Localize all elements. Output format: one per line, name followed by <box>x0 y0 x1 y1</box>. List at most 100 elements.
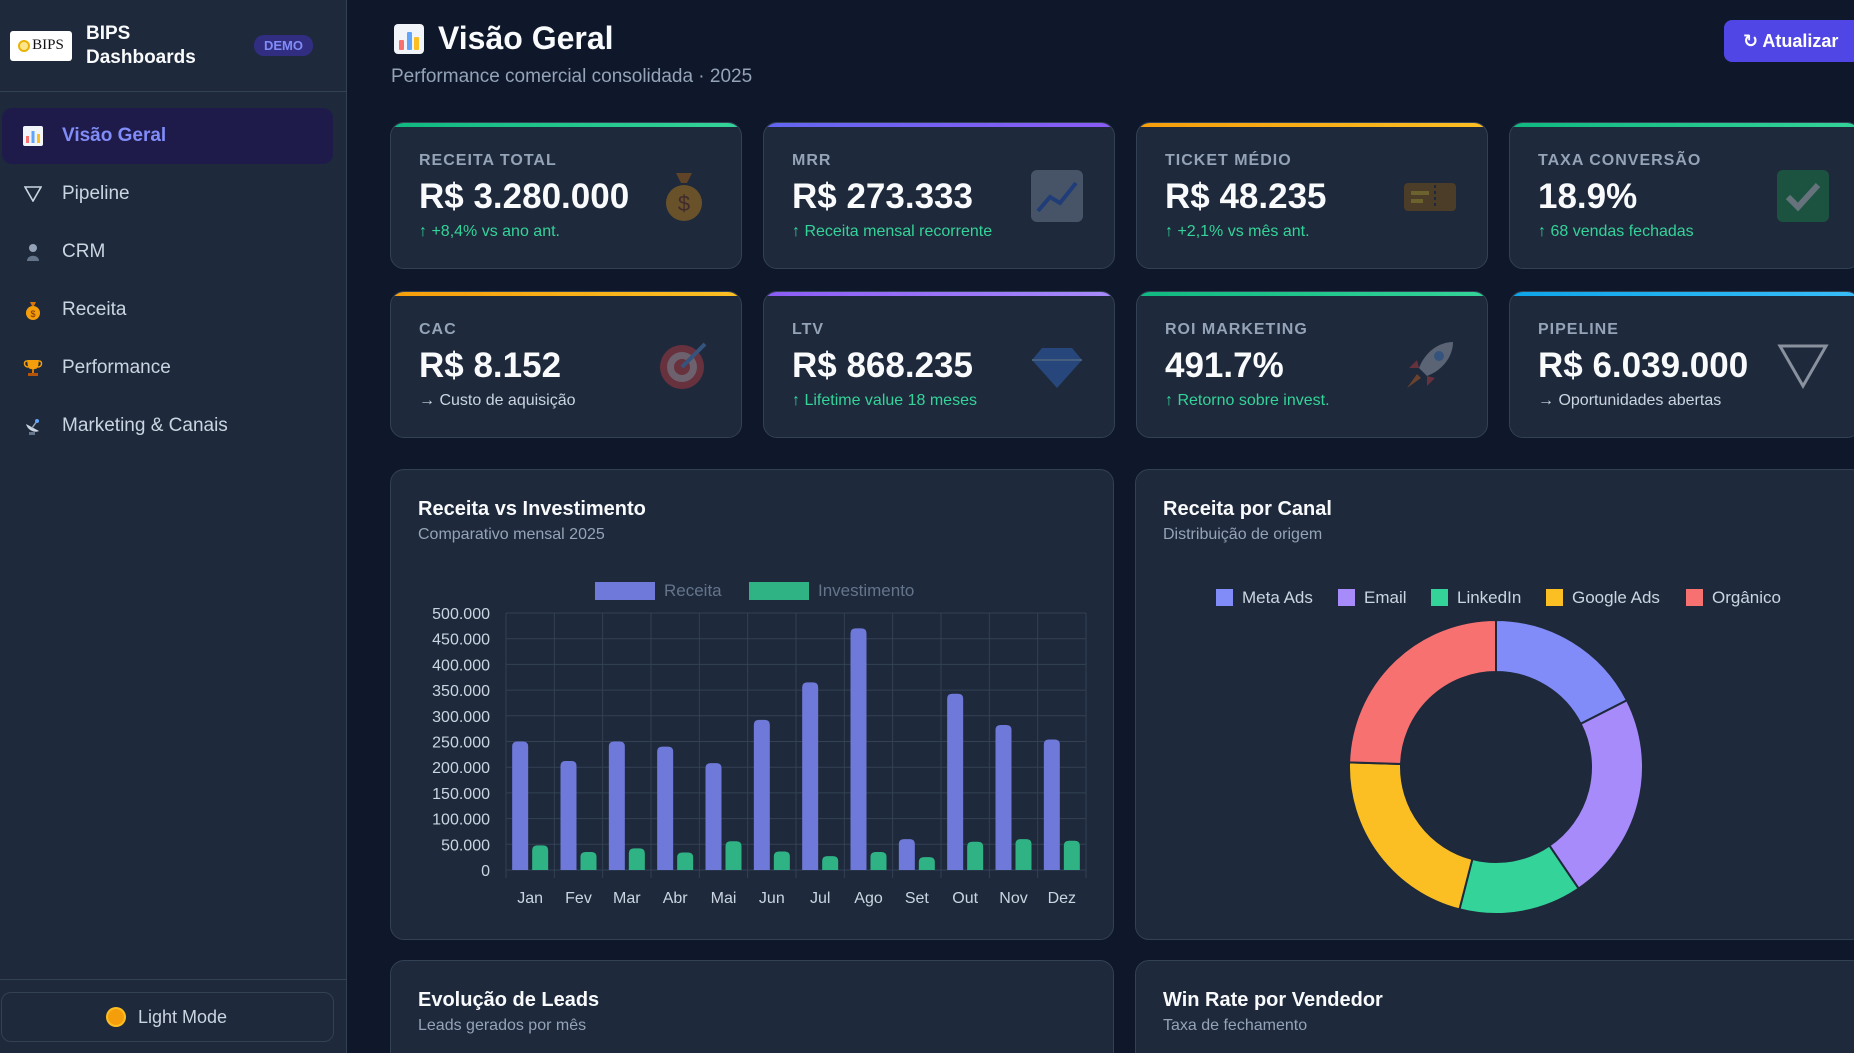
logo-text: BIPS <box>32 37 64 53</box>
kpi-card-roi-marketing[interactable]: ROI MARKETING 491.7% ↑ Retorno sobre inv… <box>1136 291 1488 438</box>
kpi-card-cac[interactable]: CAC R$ 8.152 → Custo de aquisição <box>390 291 742 438</box>
sidebar-item-label: Performance <box>62 357 171 378</box>
bar-receita <box>802 682 819 870</box>
legend-swatch <box>1431 589 1448 606</box>
legend-label: Receita <box>664 581 722 600</box>
revenue-bar-chart[interactable]: 0 50.000 100.000 150.000 200.000 250.000 300.0… <box>391 470 1114 940</box>
revenue-by-channel-panel: Receita por Canal Distribuição de origem… <box>1135 469 1854 940</box>
refresh-button[interactable]: ↻ Atualizar <box>1724 20 1854 62</box>
panel-subtitle: Distribuição de origem <box>1163 526 1323 543</box>
kpi-value: R$ 868.235 <box>792 346 973 385</box>
kpi-accent-bar <box>391 123 741 127</box>
kpi-delta: ↑ +8,4% vs ano ant. <box>419 223 560 240</box>
kpi-card-pipeline[interactable]: PIPELINE R$ 6.039.000 → Oportunidades ab… <box>1509 291 1854 438</box>
sidebar-item-pipeline[interactable]: Pipeline <box>2 166 333 222</box>
kpi-card-mrr[interactable]: MRR R$ 273.333 ↑ Receita mensal recorren… <box>763 122 1115 269</box>
kpi-accent-bar <box>1137 292 1487 296</box>
bar-receita <box>560 761 577 870</box>
bar-receita <box>753 719 770 870</box>
brand-header: BIPS BIPS Dashboards DEMO <box>0 0 346 92</box>
bar-investimento <box>822 856 839 870</box>
money-bag-icon: $ <box>20 298 46 322</box>
y-tick-label: 450.000 <box>432 632 490 649</box>
panel-title: Win Rate por Vendedor <box>1163 989 1383 1011</box>
y-tick-label: 150.000 <box>432 786 490 803</box>
sidebar-item-crm[interactable]: CRM <box>2 224 333 280</box>
kpi-card-taxa-conversao[interactable]: TAXA CONVERSÃO 18.9% ↑ 68 vendas fechada… <box>1509 122 1854 269</box>
bar-investimento <box>1063 840 1080 870</box>
kpi-value: 18.9% <box>1538 177 1638 216</box>
legend-swatch <box>1338 589 1355 606</box>
bar-investimento <box>725 841 742 870</box>
bar-receita <box>1043 739 1060 870</box>
bar-investimento <box>628 848 645 870</box>
kpi-label: TAXA CONVERSÃO <box>1538 152 1702 169</box>
kpi-accent-bar <box>764 292 1114 296</box>
kpi-card-receita-total[interactable]: RECEITA TOTAL R$ 3.280.000 ↑ +8,4% vs an… <box>390 122 742 269</box>
sidebar-item-label: Pipeline <box>62 183 130 204</box>
bar-chart-icon <box>20 124 46 148</box>
kpi-accent-bar <box>391 292 741 296</box>
y-tick-label: 500.000 <box>432 606 490 623</box>
legend-label: Investimento <box>818 581 914 600</box>
kpi-value: R$ 3.280.000 <box>419 177 630 216</box>
svg-text:$: $ <box>678 191 690 216</box>
bar-investimento <box>580 852 597 870</box>
light-mode-button[interactable]: Light Mode <box>1 992 334 1042</box>
y-tick-label: 350.000 <box>432 683 490 700</box>
sidebar-item-marketing-canais[interactable]: Marketing & Canais <box>2 398 333 454</box>
channel-donut-chart[interactable]: Meta Ads Email LinkedIn Google Ads Orgânico <box>1136 470 1854 940</box>
x-tick-label: Jul <box>810 890 830 907</box>
y-tick-label: 50.000 <box>441 837 490 854</box>
bar-investimento <box>773 851 790 870</box>
kpi-value: R$ 6.039.000 <box>1538 346 1749 385</box>
kpi-value: 491.7% <box>1165 346 1284 385</box>
kpi-card-ticket-medio[interactable]: TICKET MÉDIO R$ 48.235 ↑ +2,1% vs mês an… <box>1136 122 1488 269</box>
donut-slice <box>1495 618 1629 726</box>
kpi-delta: ↑ 68 vendas fechadas <box>1538 223 1694 240</box>
theme-toggle-area: Light Mode <box>0 979 347 1053</box>
sidebar-item-visao-geral[interactable]: Visão Geral <box>2 108 333 164</box>
sidebar-item-label: Receita <box>62 299 127 320</box>
person-icon <box>20 240 46 264</box>
bar-receita <box>705 763 722 870</box>
money-bag-icon: $ <box>666 173 702 221</box>
panel-subtitle: Comparativo mensal 2025 <box>418 526 605 543</box>
win-rate-panel: Win Rate por Vendedor Taxa de fechamento <box>1135 960 1854 1053</box>
kpi-accent-bar <box>1137 123 1487 127</box>
kpi-label: PIPELINE <box>1538 321 1619 338</box>
page-subtitle: Performance comercial consolidada · 2025 <box>391 66 753 87</box>
leads-evolution-panel: Evolução de Leads Leads gerados por mês <box>390 960 1114 1053</box>
bar-investimento <box>677 852 694 870</box>
legend-swatch <box>1216 589 1233 606</box>
kpi-label: RECEITA TOTAL <box>419 152 557 169</box>
brand-logo[interactable]: BIPS <box>10 30 72 61</box>
bar-receita <box>850 628 867 870</box>
ticket-icon <box>1404 183 1456 211</box>
page-title-text: Visão Geral <box>438 20 614 56</box>
satellite-icon <box>20 414 46 438</box>
y-tick-label: 100.000 <box>432 812 490 829</box>
sun-icon <box>107 1009 124 1025</box>
y-tick-label: 250.000 <box>432 735 490 752</box>
demo-badge: DEMO <box>254 35 313 56</box>
donut-slice <box>1348 618 1497 766</box>
legend-swatch <box>595 582 655 600</box>
funnel-icon <box>1777 344 1829 390</box>
kpi-delta: ↑ Lifetime value 18 meses <box>792 392 977 409</box>
y-tick-label: 0 <box>481 863 490 880</box>
bar-receita <box>657 746 674 870</box>
chart-up-icon <box>1031 170 1083 222</box>
x-tick-label: Ago <box>854 890 883 907</box>
check-icon <box>1777 170 1829 222</box>
x-tick-label: Dez <box>1048 890 1076 907</box>
kpi-card-ltv[interactable]: LTV R$ 868.235 ↑ Lifetime value 18 meses <box>763 291 1115 438</box>
x-tick-label: Jan <box>517 890 543 907</box>
sidebar-item-receita[interactable]: $ Receita <box>2 282 333 338</box>
x-tick-label: Mai <box>711 890 737 907</box>
bar-investimento <box>967 841 984 870</box>
kpi-accent-bar <box>1510 123 1854 127</box>
x-tick-label: Jun <box>759 890 785 907</box>
kpi-label: MRR <box>792 152 832 169</box>
sidebar-item-performance[interactable]: Performance <box>2 340 333 396</box>
